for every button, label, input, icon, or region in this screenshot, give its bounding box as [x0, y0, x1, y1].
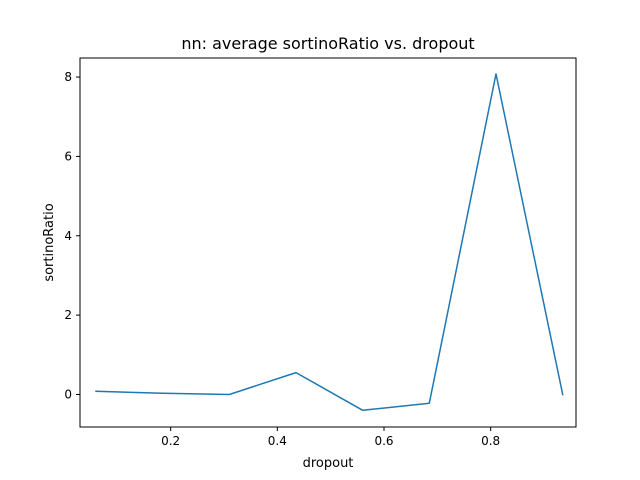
x-tick-label: 0.2	[161, 434, 180, 448]
y-axis: 0 2 4 6 8	[64, 70, 80, 401]
y-tick-label: 4	[64, 229, 72, 243]
series-line	[95, 73, 564, 412]
y-tick-label: 6	[64, 149, 72, 163]
x-axis-label: dropout	[303, 456, 354, 471]
x-tick-label: 0.8	[481, 434, 500, 448]
x-tick-label: 0.6	[374, 434, 393, 448]
plot-series	[95, 73, 564, 412]
plot-frame	[79, 57, 577, 428]
chart-title: nn: average sortinoRatio vs. dropout	[181, 34, 474, 53]
y-axis-label: sortinoRatio	[42, 203, 57, 281]
y-tick-label: 0	[64, 387, 72, 401]
x-axis: 0.2 0.4 0.6 0.8	[161, 427, 500, 448]
x-tick-label: 0.4	[268, 434, 287, 448]
y-tick-label: 2	[64, 308, 72, 322]
y-tick-label: 8	[64, 70, 72, 84]
